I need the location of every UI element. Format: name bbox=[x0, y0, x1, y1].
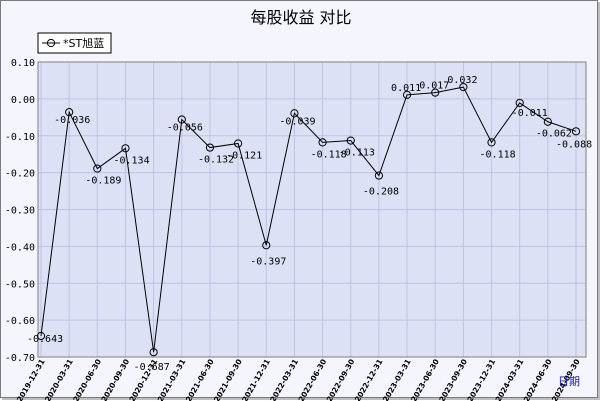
x-tick-label: 2024-03-31 bbox=[494, 358, 526, 401]
x-tick-label: 2021-06-30 bbox=[184, 358, 216, 401]
x-tick-label: 2022-03-31 bbox=[268, 358, 300, 401]
data-label: -0.643 bbox=[27, 334, 63, 345]
x-tick-label: 2023-09-30 bbox=[437, 358, 469, 401]
y-tick-label: -0.60 bbox=[5, 316, 35, 327]
y-tick-label: 0.00 bbox=[11, 95, 35, 106]
x-tick-label: 2019-12-31 bbox=[15, 358, 47, 401]
data-label: -0.011 bbox=[512, 108, 548, 119]
x-tick-label: 2020-03-31 bbox=[43, 358, 75, 401]
data-label: -0.121 bbox=[226, 150, 262, 161]
data-label: -0.118 bbox=[480, 149, 516, 160]
x-tick-label: 2022-06-30 bbox=[297, 358, 329, 401]
data-label: -0.056 bbox=[167, 123, 203, 134]
y-tick-label: -0.10 bbox=[5, 132, 35, 143]
data-label: -0.039 bbox=[279, 116, 315, 127]
y-tick-label: 0.10 bbox=[11, 58, 35, 69]
y-tick-label: -0.50 bbox=[5, 279, 35, 290]
y-tick-label: -0.70 bbox=[5, 353, 35, 364]
x-tick-label: 2024-06-30 bbox=[522, 358, 554, 401]
x-tick-label: 2023-03-31 bbox=[381, 358, 413, 401]
data-label: -0.113 bbox=[339, 148, 375, 159]
chart-title: 每股收益 对比 bbox=[250, 8, 351, 27]
data-label: 0.011 bbox=[391, 83, 421, 94]
data-label: -0.062 bbox=[536, 129, 572, 140]
x-tick-label: 2023-12-31 bbox=[465, 358, 497, 401]
y-tick-label: -0.30 bbox=[5, 206, 35, 217]
x-tick-label: 2021-09-30 bbox=[212, 358, 244, 401]
data-label: -0.687 bbox=[134, 362, 170, 373]
y-tick-label: -0.40 bbox=[5, 242, 35, 253]
data-label: -0.134 bbox=[113, 155, 149, 166]
x-tick-label: 2021-12-31 bbox=[240, 358, 272, 401]
x-tick-label: 2022-12-31 bbox=[353, 358, 385, 401]
data-label: -0.208 bbox=[363, 187, 399, 198]
y-tick-label: -0.20 bbox=[5, 169, 35, 180]
data-label: -0.397 bbox=[250, 256, 286, 267]
data-label: -0.189 bbox=[85, 176, 121, 187]
data-label: 0.017 bbox=[419, 81, 449, 92]
data-label: 0.032 bbox=[447, 75, 477, 86]
data-label: -0.036 bbox=[54, 115, 90, 126]
x-tick-label: 2022-09-30 bbox=[325, 358, 357, 401]
legend-series-label: *ST旭蓝 bbox=[63, 36, 104, 50]
legend: *ST旭蓝 bbox=[38, 33, 111, 53]
x-axis-label: 日期 bbox=[558, 375, 580, 388]
data-label: -0.088 bbox=[556, 139, 592, 150]
x-tick-label: 2020-09-30 bbox=[99, 358, 131, 401]
x-tick-label: 2020-06-30 bbox=[71, 358, 103, 401]
x-tick-label: 2023-06-30 bbox=[409, 358, 441, 401]
